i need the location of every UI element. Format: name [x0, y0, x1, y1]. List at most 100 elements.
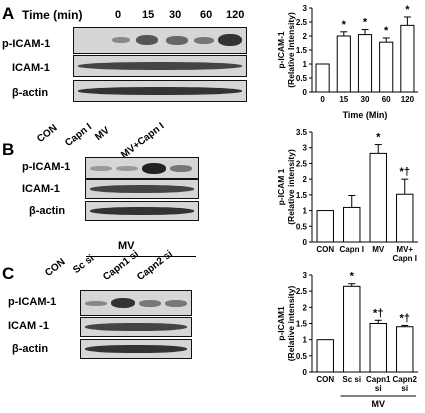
y-axis-title: p-ICAM 1(Relative intensity): [276, 149, 296, 225]
x-tick-label: MV+ Capn I: [393, 245, 417, 263]
y-tick-label: 1: [303, 207, 308, 216]
bar: [315, 63, 330, 93]
x-tick-label: Capn I: [340, 245, 364, 254]
lane-label-con: CON: [35, 122, 60, 145]
x-tick-label: 60: [382, 95, 391, 104]
lane-label-mv: MV: [93, 125, 112, 143]
y-tick-label: 1.5: [296, 191, 308, 200]
bar: [336, 35, 351, 93]
lane-label-capn1-si: Capn1 si: [101, 248, 141, 283]
lane-label-mv-capn-i: MV+Capn I: [119, 120, 167, 161]
row-label-bactin: β-actin: [12, 87, 49, 99]
bar: [400, 24, 415, 93]
row-label-bactin-b: β-actin: [29, 205, 66, 217]
bar: [369, 152, 387, 243]
western-blot-p-icam1-c: [80, 290, 192, 316]
x-tick-label: 30: [361, 95, 370, 104]
western-blot-bactin-c: [80, 339, 192, 359]
x-tick-label: CON: [316, 375, 334, 384]
bar: [316, 210, 334, 243]
western-blot-bactin: [73, 80, 247, 102]
western-blot-bactin-b: [85, 201, 199, 221]
time-label: Time (min): [22, 8, 83, 22]
y-tick-label: 2.5: [296, 18, 308, 27]
mv-group-line: [86, 256, 196, 257]
y-tick-label: 2: [303, 175, 308, 184]
western-blot-p-icam1: [73, 27, 247, 54]
y-tick-label: 3.5: [296, 128, 308, 137]
lane-label-sc-si: Sc si: [71, 252, 97, 276]
y-tick-label: 1.5: [296, 46, 308, 55]
lane-label-capn2-si: Capn2 si: [135, 248, 175, 283]
x-tick-label: 0: [320, 95, 325, 104]
x-axis-title: Time (Min): [343, 110, 388, 120]
x-tick-label: Capn1 si: [366, 375, 391, 393]
time-15: 15: [142, 9, 155, 21]
row-label-icam1-c: ICAM -1: [8, 320, 49, 332]
x-tick-label: 15: [339, 95, 348, 104]
x-tick-label: Capn2 si: [393, 375, 418, 393]
x-tick-label: MV: [372, 245, 385, 254]
y-tick-label: 2: [303, 32, 308, 41]
y-tick-label: 1: [303, 336, 308, 345]
row-label-p-icam1-b: p-ICAM-1: [22, 161, 71, 173]
significance-mark: *†: [400, 312, 410, 324]
y-tick-label: 0: [303, 368, 308, 377]
y-tick-label: 2: [303, 303, 308, 312]
x-tick-label: Sc si: [342, 375, 361, 384]
y-tick-label: 3: [303, 271, 308, 280]
bar: [357, 34, 373, 93]
significance-mark: *: [384, 25, 389, 37]
bar: [396, 193, 414, 243]
y-tick-label: 0: [303, 238, 308, 247]
bar: [316, 339, 334, 373]
y-tick-label: 3: [303, 4, 308, 13]
y-tick-label: 0.5: [296, 352, 308, 361]
mv-group-label: MV: [372, 399, 386, 409]
row-label-bactin-c: β-actin: [12, 343, 49, 355]
bar: [343, 285, 361, 373]
significance-mark: *: [405, 4, 410, 16]
western-blot-icam1: [73, 55, 247, 77]
y-tick-label: 1: [303, 60, 308, 69]
western-blot-p-icam1-b: [85, 157, 199, 179]
significance-mark: *: [350, 271, 355, 283]
x-tick-label: 120: [401, 95, 415, 104]
bar: [379, 41, 394, 93]
mv-group-label: MV: [118, 240, 135, 252]
time-30: 30: [169, 9, 182, 21]
bar: [369, 323, 387, 373]
panel-letter-b: B: [2, 140, 15, 159]
lane-label-con-c: CON: [43, 256, 68, 279]
bar-chart-a: 0 0.5 1 1.5 2 2.5 3 p-ICAM-1(Relative Intensity…: [276, 4, 418, 120]
row-label-icam1-b: ICAM-1: [22, 183, 60, 195]
y-tick-label: 0.5: [296, 74, 308, 83]
significance-mark: *†: [373, 307, 383, 319]
panel-letter-c: C: [2, 264, 15, 283]
y-axis-title: p-ICAM1(Relative intensity): [276, 286, 296, 362]
y-tick-label: 2.5: [296, 159, 308, 168]
y-tick-label: 2.5: [296, 287, 308, 296]
time-120: 120: [226, 9, 245, 21]
row-label-p-icam1-c: p-ICAM-1: [8, 296, 57, 308]
y-tick-label: 0: [303, 88, 308, 97]
time-60: 60: [200, 9, 213, 21]
y-tick-label: 0.5: [296, 222, 308, 231]
significance-mark: *: [363, 17, 368, 29]
y-tick-label: 3: [303, 144, 308, 153]
significance-mark: *: [376, 132, 381, 144]
time-0: 0: [115, 9, 122, 21]
panel-letter-a: A: [2, 4, 15, 23]
bar: [343, 206, 361, 243]
y-tick-label: 1.5: [296, 320, 308, 329]
significance-mark: *†: [400, 166, 410, 178]
bar-chart-c: 0 0.5 1 1.5 2 2.5 3 p-ICAM1(Relative intensity)…: [276, 271, 418, 409]
row-label-icam1: ICAM-1: [12, 62, 50, 74]
western-blot-icam1-b: [85, 179, 199, 199]
y-axis-title: p-ICAM-1(Relative Intensity): [276, 12, 296, 88]
bar: [396, 326, 414, 373]
x-tick-label: CON: [316, 245, 334, 254]
bar-chart-b: 0 0.5 1 1.5 2 2.5 3 3.5 p-ICAM 1(Relative intens…: [276, 128, 418, 263]
western-blot-icam1-c: [80, 317, 192, 337]
lane-label-capn-i: Capn I: [63, 121, 95, 149]
